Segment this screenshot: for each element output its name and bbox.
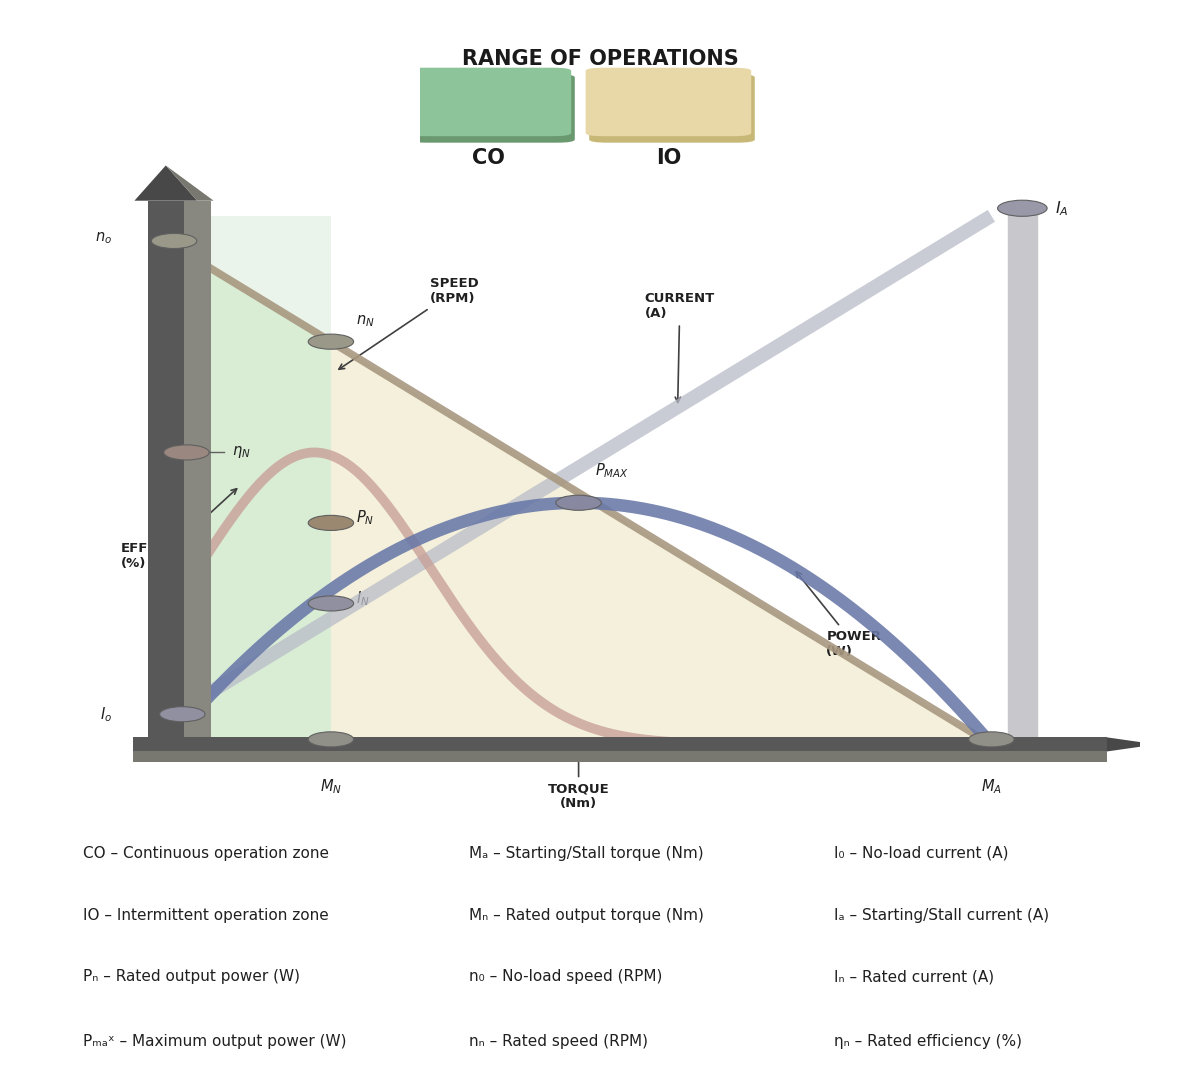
Text: SPEED
(RPM): SPEED (RPM) [338,277,479,369]
FancyBboxPatch shape [589,74,755,143]
FancyBboxPatch shape [586,68,751,136]
Polygon shape [148,201,184,759]
Text: n₀ – No-load speed (RPM): n₀ – No-load speed (RPM) [469,970,662,985]
Ellipse shape [997,205,1048,213]
Ellipse shape [163,445,209,460]
FancyBboxPatch shape [409,74,575,143]
Text: Pₙ – Rated output power (W): Pₙ – Rated output power (W) [83,970,300,985]
Ellipse shape [151,233,197,248]
Text: CURRENT
(A): CURRENT (A) [644,292,715,403]
FancyBboxPatch shape [406,68,571,136]
Polygon shape [166,216,331,744]
Text: I₀ – No-load current (A): I₀ – No-load current (A) [834,846,1008,861]
Polygon shape [134,165,197,201]
Ellipse shape [308,731,354,746]
Text: nₙ – Rated speed (RPM): nₙ – Rated speed (RPM) [469,1033,648,1048]
Ellipse shape [160,707,205,722]
Polygon shape [166,241,331,744]
Text: Iₐ – Starting/Stall current (A): Iₐ – Starting/Stall current (A) [834,908,1049,923]
Ellipse shape [308,600,354,608]
Polygon shape [166,165,214,201]
Text: CO – Continuous operation zone: CO – Continuous operation zone [83,846,329,861]
Polygon shape [133,752,1106,763]
Text: Iₙ – Rated current (A): Iₙ – Rated current (A) [834,970,994,985]
Ellipse shape [997,200,1048,216]
Polygon shape [1106,738,1157,752]
Text: $M_N$: $M_N$ [320,778,342,796]
Text: $I_o$: $I_o$ [100,705,112,724]
Text: $n_o$: $n_o$ [95,231,112,246]
Ellipse shape [160,711,205,719]
Text: CO: CO [472,148,505,168]
Text: Pₘₐˣ – Maximum output power (W): Pₘₐˣ – Maximum output power (W) [83,1033,347,1048]
Text: $P_{MAX}$: $P_{MAX}$ [595,462,629,480]
Text: RANGE OF OPERATIONS: RANGE OF OPERATIONS [462,49,738,69]
Ellipse shape [308,338,354,346]
Ellipse shape [151,238,197,246]
Text: TORQUE
(Nm): TORQUE (Nm) [547,749,610,810]
Text: ηₙ – Rated efficiency (%): ηₙ – Rated efficiency (%) [834,1033,1021,1048]
Ellipse shape [308,596,354,611]
Polygon shape [133,738,1106,752]
Ellipse shape [556,495,601,510]
Ellipse shape [163,449,209,456]
Text: IO: IO [655,148,682,168]
Text: $M_A$: $M_A$ [980,778,1002,796]
Text: $n_N$: $n_N$ [355,314,374,329]
Text: $I_A$: $I_A$ [1055,199,1069,218]
Polygon shape [184,201,211,759]
Text: Mₙ – Rated output torque (Nm): Mₙ – Rated output torque (Nm) [469,908,704,923]
Ellipse shape [968,737,1014,744]
Ellipse shape [308,516,354,531]
Text: EFFICIENCY
(%): EFFICIENCY (%) [120,489,236,570]
Ellipse shape [556,499,601,507]
Text: Mₐ – Starting/Stall torque (Nm): Mₐ – Starting/Stall torque (Nm) [469,846,704,861]
Ellipse shape [308,520,354,527]
Polygon shape [331,342,991,744]
Ellipse shape [308,334,354,349]
Text: IO – Intermittent operation zone: IO – Intermittent operation zone [83,908,329,923]
Text: $I_N$: $I_N$ [355,589,370,608]
Text: $P_N$: $P_N$ [355,508,374,527]
Text: POWER
(W): POWER (W) [796,571,881,657]
FancyArrow shape [1008,206,1037,744]
Text: $\eta_N$: $\eta_N$ [232,445,251,461]
Ellipse shape [968,731,1014,746]
Ellipse shape [308,737,354,744]
